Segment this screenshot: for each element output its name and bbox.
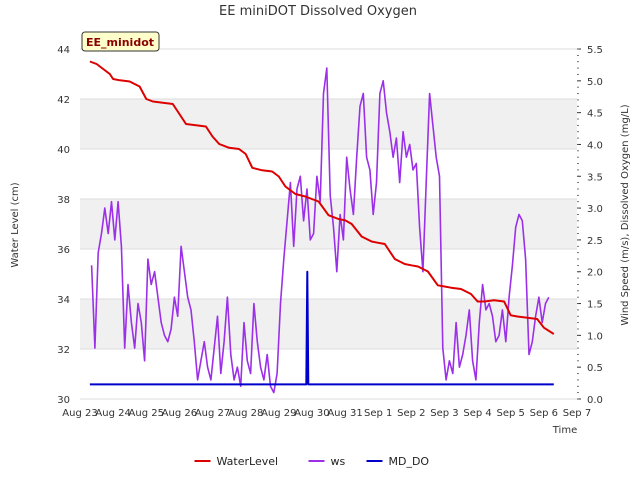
x-tick-label: Sep 1 xyxy=(364,408,392,419)
right-y-tick-label: 3.5 xyxy=(587,172,603,183)
left-y-tick-label: 44 xyxy=(57,45,70,56)
x-tick-label: Aug 28 xyxy=(228,408,263,419)
left-y-tick-label: 40 xyxy=(57,145,70,156)
grid-bands xyxy=(80,48,577,400)
x-tick-label: Aug 26 xyxy=(162,408,197,419)
x-tick-label: Sep 3 xyxy=(430,408,458,419)
x-tick-label: Sep 6 xyxy=(530,408,558,419)
x-axis-label: Time xyxy=(552,425,577,436)
left-y-axis: 30 32 34 36 38 40 42 44 xyxy=(57,45,70,406)
grid-band xyxy=(80,49,577,99)
left-y-tick-label: 30 xyxy=(57,395,70,406)
grid-band xyxy=(80,249,577,299)
right-y-axis: 0.0 0.5 1.0 1.5 2.0 2.5 3.0 3.5 4.0 4.5 5.0 5.5 xyxy=(577,45,603,406)
x-tick-label: Aug 27 xyxy=(195,408,230,419)
right-y-tick-label: 5.5 xyxy=(587,45,603,56)
x-tick-label: Sep 5 xyxy=(497,408,525,419)
grid-band xyxy=(80,299,577,349)
right-y-tick-label: 1.0 xyxy=(587,331,603,342)
right-y-tick-label: 4.5 xyxy=(587,109,603,120)
series-line-ws xyxy=(90,67,550,394)
station-badge: EE_minidot xyxy=(81,31,160,52)
x-tick-label: Aug 23 xyxy=(62,408,97,419)
right-y-tick-label: 3.0 xyxy=(587,204,603,215)
x-tick-label: Sep 7 xyxy=(563,408,591,419)
right-y-tick-label: 4.0 xyxy=(587,140,603,151)
station-badge-box xyxy=(81,31,160,52)
left-y-tick-label: 32 xyxy=(57,345,70,356)
left-y-tick-label: 34 xyxy=(57,295,70,306)
x-tick-label: Sep 2 xyxy=(397,408,425,419)
series-line-WaterLevel xyxy=(89,60,555,335)
legend-label: MD_DO xyxy=(389,455,430,468)
left-y-tick-label: 36 xyxy=(57,245,70,256)
series-line-MD_DO xyxy=(89,270,554,386)
right-y-tick-label: 2.5 xyxy=(587,236,603,247)
right-y-tick-label: 1.5 xyxy=(587,300,603,311)
left-y-tick-label: 42 xyxy=(57,95,70,106)
series-layer xyxy=(89,60,555,394)
right-y-tick-label: 2.0 xyxy=(587,268,603,279)
x-tick-label: Aug 24 xyxy=(95,408,130,419)
x-tick-label: Aug 29 xyxy=(261,408,296,419)
x-tick-label: Aug 31 xyxy=(327,408,362,419)
chart-title: EE miniDOT Dissolved Oxygen xyxy=(219,4,417,19)
legend-label: WaterLevel xyxy=(217,455,279,468)
x-tick-label: Aug 30 xyxy=(294,408,329,419)
grid-band xyxy=(80,349,577,399)
grid-band xyxy=(80,199,577,249)
left-y-axis-label: Water Level (cm) xyxy=(10,182,21,267)
right-y-tick-label: 0.5 xyxy=(587,363,603,374)
right-y-axis-label: Wind Speed (m/s), Dissolved Oxygen (mg/L… xyxy=(620,104,631,325)
right-y-tick-label: 0.0 xyxy=(587,395,603,406)
x-tick-label: Aug 25 xyxy=(129,408,164,419)
station-label: EE_minidot xyxy=(86,36,154,49)
right-y-tick-label: 5.0 xyxy=(587,77,603,88)
legend: WaterLevel ws MD_DO xyxy=(194,455,430,468)
left-y-tick-label: 38 xyxy=(57,195,70,206)
legend-label: ws xyxy=(331,455,346,468)
x-tick-label: Sep 4 xyxy=(463,408,491,419)
